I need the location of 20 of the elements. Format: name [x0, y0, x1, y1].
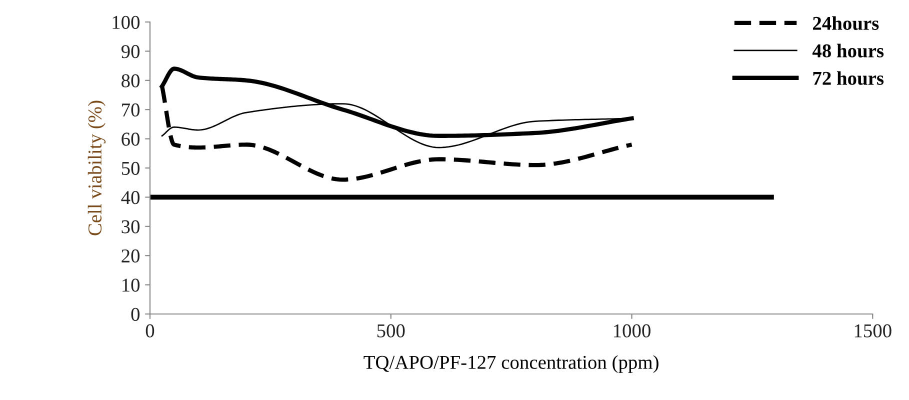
legend-label: 48 hours	[812, 44, 884, 58]
y-tick-label: 10	[122, 278, 140, 292]
y-tick-label: 20	[122, 249, 140, 263]
x-tick-label: 500	[377, 324, 405, 338]
x-tick-label: 1500	[854, 324, 892, 338]
y-tick-label: 80	[122, 74, 140, 88]
y-axis-title: Cell viability (%)	[88, 100, 106, 236]
x-axis-title: TQ/APO/PF-127 concentration (ppm)	[364, 355, 658, 373]
x-tick-label: 1000	[614, 324, 650, 338]
y-tick-label: 50	[122, 162, 140, 175]
legend-label: 72 hours	[813, 71, 884, 85]
y-tick-label: 40	[121, 191, 140, 204]
y-tick-label: 30	[122, 220, 140, 234]
y-tick-label: 60	[122, 132, 140, 146]
y-tick-label: 90	[121, 45, 140, 58]
y-tick-label: 70	[122, 103, 140, 117]
y-tick-label: 0	[131, 308, 140, 321]
legend-label: 24hours	[813, 16, 879, 30]
y-tick-label: 100	[112, 16, 140, 29]
x-tick-label: 0	[146, 324, 154, 338]
